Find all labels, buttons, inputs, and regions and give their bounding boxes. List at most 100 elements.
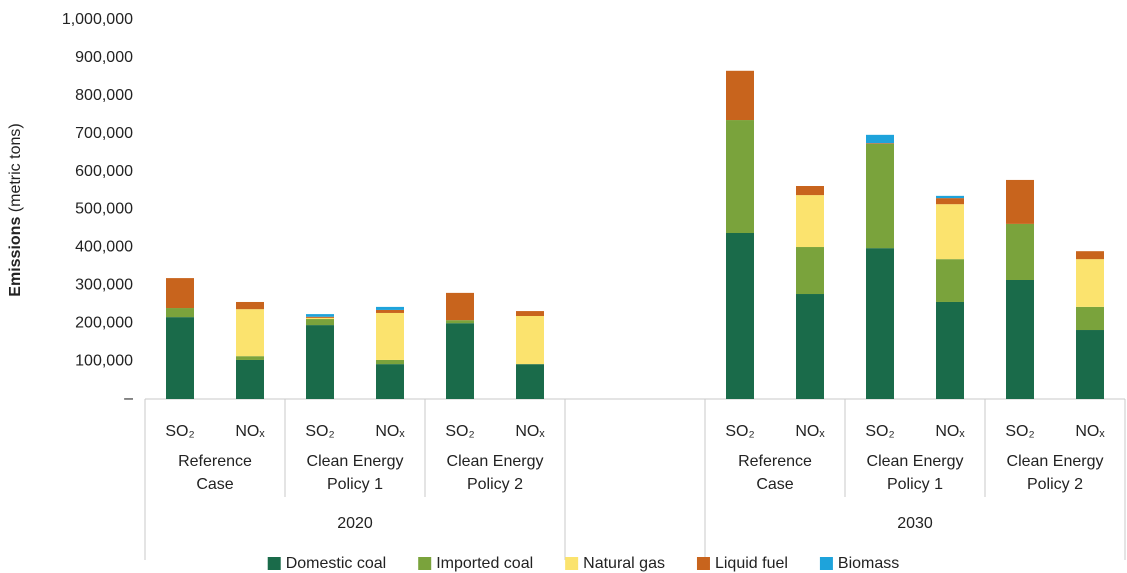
legend-swatch [565,557,579,570]
bar-segment [866,134,894,144]
bar-segment [1076,330,1104,399]
bar-segment [516,364,544,399]
y-tick-label: 600,000 [75,163,133,180]
group-label: Reference Case [178,453,252,493]
bar-segment [936,204,964,260]
y-axis-label-unit: (metric tons) [7,123,24,212]
bar-segment [1076,259,1104,307]
group-label-box: Clean Energy Policy 1 [866,453,964,493]
x-tick-label: SO₂ [725,423,754,440]
group-label: Reference Case [738,453,812,493]
legend-item: Biomass [819,555,899,572]
bar-segment [446,320,474,324]
bar-segment [236,359,264,399]
bar-segment [446,292,474,321]
y-tick-label: 300,000 [75,277,133,294]
year-label: 2030 [897,515,933,532]
bar-segment [936,198,964,205]
bar-segment [1006,279,1034,399]
x-tick-label: NOₓ [235,423,265,440]
bar-segment [166,308,194,318]
legend-label: Natural gas [583,555,665,572]
bar-segment [796,195,824,248]
x-tick-label: SO₂ [865,423,894,440]
legend-item: Imported coal [418,555,533,572]
legend-swatch [696,557,710,570]
bar-segment [446,323,474,399]
bar-segment [936,301,964,399]
y-axis-label: Emissions (metric tons) [7,123,24,296]
legend-item: Domestic coal [267,555,386,572]
bar-segment [236,301,264,310]
bar-segment [796,294,824,399]
bar-segment [726,232,754,399]
group-label-box: Clean Energy Policy 2 [1006,453,1104,493]
group-label: Clean Energy Policy 2 [1006,453,1104,493]
y-tick-label: 900,000 [75,49,133,66]
legend-label: Imported coal [436,555,533,572]
bar-segment [376,359,404,365]
bar-segment [166,317,194,399]
legend-item: Liquid fuel [696,555,788,572]
x-tick-label: SO₂ [165,423,194,440]
bar-segment [306,314,334,317]
x-tick-label: SO₂ [445,423,474,440]
bar-segment [936,195,964,199]
group-label-box: Clean Energy Policy 2 [446,453,544,493]
year-label: 2020 [337,515,373,532]
bar-segment [516,311,544,316]
bar-segment [866,248,894,399]
bar-segment [936,259,964,302]
legend-item: Natural gas [565,555,665,572]
bar-segment [376,306,404,310]
bar-segment [516,315,544,365]
bar-segment [796,247,824,295]
bar-segment [236,356,264,360]
bar-segment [376,312,404,360]
bar-segment [1076,251,1104,260]
legend-label: Domestic coal [286,555,386,572]
x-tick-label: NOₓ [1075,423,1105,440]
bar-segment [376,364,404,399]
legend-swatch [819,557,833,570]
bar-segment [306,316,334,318]
y-tick-label: 500,000 [75,201,133,218]
bar-segment [166,278,194,309]
group-label-box: Reference Case [178,453,252,493]
x-tick-label: SO₂ [305,423,334,440]
group-label-box: Reference Case [738,453,812,493]
group-label: Clean Energy Policy 1 [306,453,404,493]
y-tick-label: 100,000 [75,352,133,369]
y-tick-label: 800,000 [75,87,133,104]
bar-segment [866,143,894,144]
bar-segment [866,143,894,249]
bar-segment [376,309,404,313]
y-tick-label: 400,000 [75,239,133,256]
y-tick-label: – [124,390,133,407]
x-tick-label: NOₓ [515,423,545,440]
bar-segment [1006,179,1034,224]
y-tick-label: 1,000,000 [62,11,133,28]
legend-swatch [267,557,281,570]
legend-swatch [418,557,432,570]
bar-segment [306,319,334,326]
group-label: Clean Energy Policy 2 [446,453,544,493]
bar-segment [726,120,754,233]
bar-segment [726,70,754,121]
x-tick-label: SO₂ [1005,423,1034,440]
y-tick-label: 200,000 [75,314,133,331]
bar-segment [306,325,334,399]
y-tick-label: 700,000 [75,125,133,142]
bar-segment [1006,223,1034,280]
bar-segment [306,317,334,320]
bar-segment [236,309,264,357]
legend-label: Biomass [838,555,899,572]
x-tick-label: NOₓ [935,423,965,440]
bar-segment [796,186,824,196]
legend-label: Liquid fuel [715,555,788,572]
y-axis-label-main: Emissions [7,217,24,297]
bar-segment [1076,306,1104,331]
group-label: Clean Energy Policy 1 [866,453,964,493]
x-tick-label: NOₓ [375,423,405,440]
